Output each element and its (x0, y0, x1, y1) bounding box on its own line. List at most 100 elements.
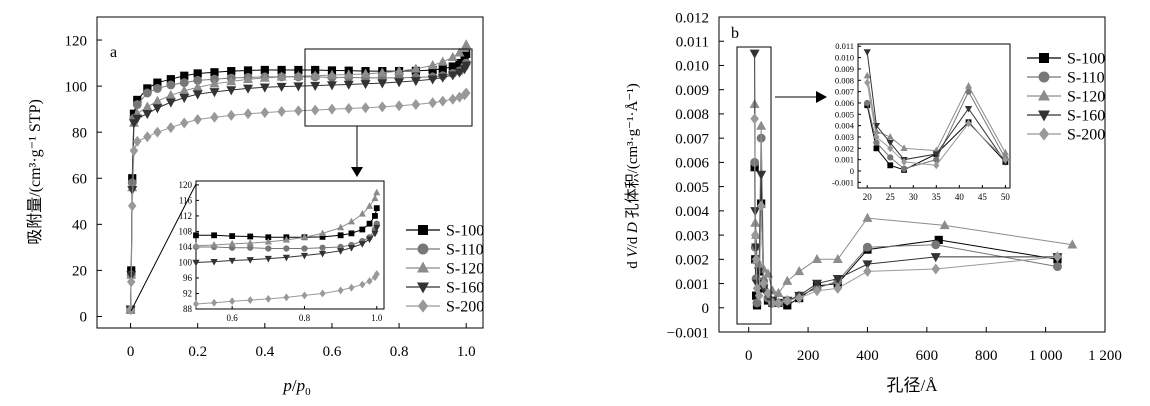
panel-b-inset-y-tick-label: 0.003 (835, 132, 854, 142)
panel-a-point-s-110 (142, 88, 152, 98)
panel-b-legend-marker-s-120 (1037, 89, 1051, 101)
panel-a-inset-point-s-100 (366, 220, 373, 227)
panel-a-point-s-200 (243, 108, 253, 120)
panel-b-label: b (731, 25, 739, 42)
panel-a-inset-point-s-120 (228, 239, 236, 247)
panel-a-inset-point-s-200 (348, 283, 355, 292)
panel-a-y-tick-label: 40 (72, 218, 87, 234)
panel-b-inset-y-tick-label: 0.009 (835, 64, 854, 74)
panel-b-x-tick-label: 0 (745, 348, 753, 364)
panel-a-inset-point-s-100 (337, 232, 344, 239)
panel-a-point-s-200 (133, 135, 142, 147)
panel-a-x-tick-label: 0.2 (188, 344, 207, 360)
panel-a-point-s-120 (360, 68, 371, 78)
panel-a-point-s-120 (259, 72, 270, 82)
panel-a-point-s-160 (377, 79, 388, 89)
panel-b-callout-arrowhead (816, 91, 827, 103)
panel-b-y-tick-label: −0.001 (667, 325, 709, 341)
panel-b-x-tick-label: 600 (916, 348, 939, 364)
panel-a-point-s-200 (260, 107, 270, 119)
panel-a-x-tick-label: 0.8 (390, 344, 409, 360)
panel-a-point-s-200 (227, 109, 236, 121)
panel-a-point-s-110 (152, 83, 162, 93)
panel-a-point-s-160 (192, 90, 203, 100)
panel-a-point-s-110 (132, 100, 142, 110)
panel-b-inset-y-tick-label: 0.008 (835, 75, 854, 85)
panel-b-inset-y-tick-label: 0.005 (835, 109, 854, 119)
panel-b-point-s-200 (750, 113, 759, 125)
panel-a-point-s-160 (152, 104, 163, 114)
panel-a-point-s-200 (411, 99, 421, 111)
panel-b-legend-label-s-160: S-160 (1067, 108, 1105, 125)
panel-a-point-s-160 (360, 80, 371, 90)
panel-a-inset-point-s-100 (193, 232, 199, 239)
panel-a-inset-point-s-200 (229, 297, 236, 306)
panel-a-inset-point-s-200 (359, 280, 366, 289)
panel-a-point-s-120 (394, 65, 405, 75)
panel-a-point-s-200 (461, 87, 471, 99)
panel-a-inset-point-s-160 (365, 236, 374, 244)
panel-b-x-axis-label: 孔径/Å (887, 376, 939, 395)
panel-a-point-s-160 (165, 98, 176, 108)
panel-a-point-s-160 (142, 110, 153, 120)
panel-a-inset-point-s-160 (337, 248, 345, 255)
panel-a-point-s-200 (128, 200, 137, 212)
panel-b: b 0 200 400 600 800 1 000 1 200 −0.00100.0010.… (624, 10, 1122, 395)
panel-a-point-s-200 (310, 104, 320, 116)
panel-b-legend-marker-s-200 (1038, 127, 1050, 141)
panel-b-inset-y-tick-label: -0.001 (832, 177, 854, 187)
panel-b-inset-point-s-110 (887, 154, 894, 161)
panel-a-inset-point-s-120 (373, 188, 381, 196)
panel-a-inset-point-s-120 (365, 202, 374, 209)
panel-b-point-s-160 (930, 253, 941, 263)
panel-b-point-s-200 (759, 278, 768, 290)
panel-a-x-tick-label: 0.4 (255, 344, 274, 360)
panel-a-legend-label-s-110: S-110 (446, 242, 484, 259)
panel-a-inset-point-s-160 (228, 257, 236, 265)
panel-b-point-s-200 (931, 263, 940, 275)
panel-b-point-s-160 (756, 170, 767, 180)
panel-a-y-tick-label: 20 (72, 264, 87, 280)
panel-a-zoom-box (304, 48, 473, 127)
panel-a-inset-y-tick-label: 116 (179, 196, 193, 206)
panel-b-point-s-200 (1053, 251, 1062, 263)
panel-b-inset-point-s-120 (1001, 148, 1009, 156)
panel-b-inset-y-tick-label: 0.007 (835, 87, 854, 97)
panel-a-point-s-160 (461, 61, 472, 71)
panel-a-inset-point-s-120 (347, 217, 356, 225)
panel-a-point-s-160 (293, 82, 304, 92)
panel-b-y-tick-label: 0.004 (675, 204, 709, 220)
panel-a-point-s-120 (226, 76, 237, 86)
panel-b-x-tick-label: 200 (797, 348, 820, 364)
panel-a-inset-point-s-120 (318, 229, 327, 237)
panel-a-point-s-160 (243, 84, 254, 94)
panel-a-point-s-200 (428, 97, 437, 109)
panel-b-y-axis-label: d V/d D 孔体积/(cm³·g⁻¹·Å⁻¹) (624, 83, 641, 269)
panel-a-point-s-200 (180, 117, 189, 129)
panel-a-point-s-200 (129, 145, 139, 157)
panel-b-x-tick-label: 1 000 (1029, 348, 1063, 364)
panel-b-y-tick-label: 0 (702, 301, 710, 317)
panel-a-inset-point-s-160 (264, 255, 272, 263)
panel-b-inset-y-tick-label: 0.006 (835, 98, 854, 108)
panel-a-inset-point-s-120 (358, 210, 366, 217)
panel-b-point-s-120 (862, 212, 873, 222)
panel-b-point-s-200 (768, 297, 777, 309)
panel-a-inset-point-s-110 (283, 245, 290, 252)
panel-a-inset-point-s-200 (366, 277, 373, 286)
panel-b-y-tick-label: 0.012 (675, 10, 709, 26)
panel-a-inset-point-s-160 (371, 230, 379, 238)
panel-a-point-s-120 (326, 69, 337, 79)
panel-a-series-group (125, 39, 472, 316)
panel-b-x-tick-label: 400 (856, 348, 879, 364)
panel-a-label: a (110, 44, 117, 61)
panel-a-inset-point-s-110 (247, 244, 254, 251)
panel-b-point-s-200 (754, 290, 764, 302)
panel-a-inset-point-s-160 (210, 259, 218, 266)
panel-b-y-tick-label: 0.008 (675, 107, 709, 123)
panel-a-point-s-160 (437, 73, 448, 83)
panel-a-inset-point-s-160 (358, 241, 366, 248)
panel-a-point-s-200 (344, 102, 353, 114)
panel-a-inset-point-s-200 (192, 300, 200, 308)
panel-a-inset-x-tick-label: 1.0 (371, 313, 383, 323)
